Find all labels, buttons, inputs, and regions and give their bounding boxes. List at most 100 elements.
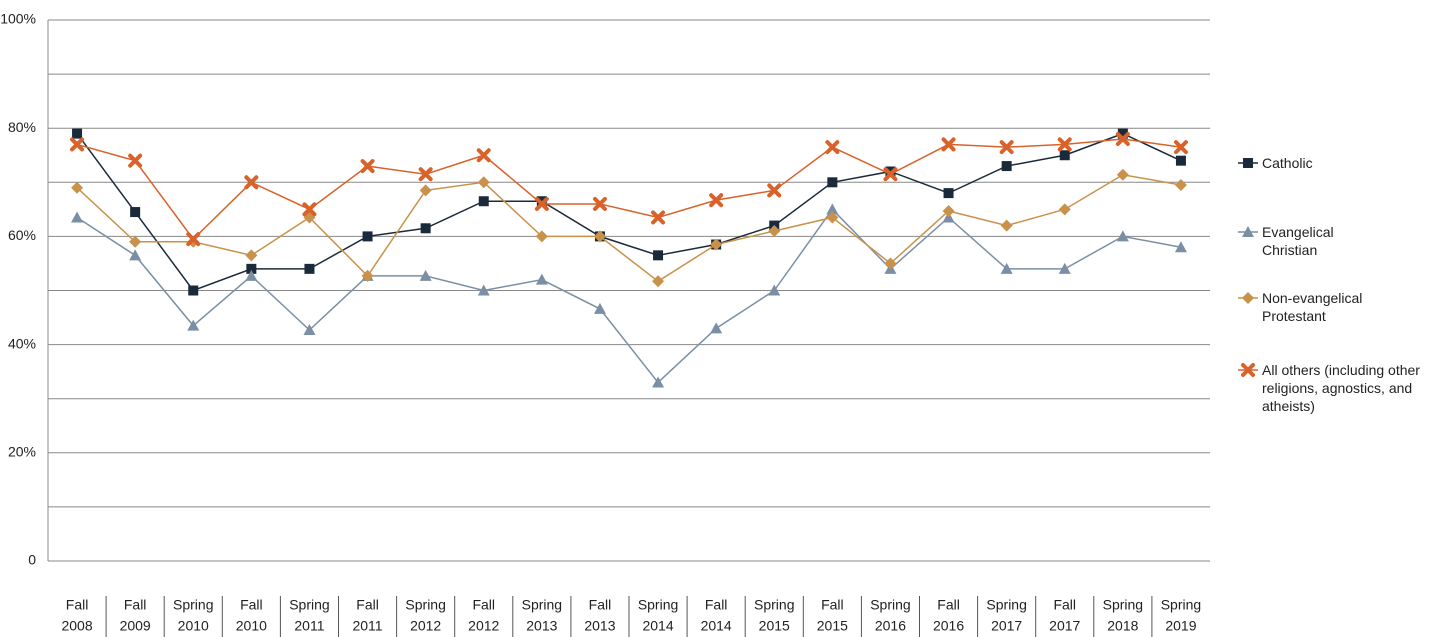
series-line (76, 208, 1182, 384)
x-tick-label: Fall (937, 597, 960, 613)
marker (1243, 158, 1253, 168)
x-tick-label: Spring (638, 597, 678, 613)
marker (128, 153, 143, 168)
legend-marker (1238, 292, 1258, 304)
x-tick-label: Fall (1053, 597, 1076, 613)
marker (1058, 262, 1071, 274)
marker (1001, 161, 1012, 172)
marker (70, 137, 85, 152)
x-tick-label: 2017 (991, 618, 1022, 634)
marker (419, 269, 432, 281)
marker (1000, 262, 1013, 274)
marker (186, 232, 201, 247)
y-tick-label: 20% (8, 444, 36, 460)
marker (535, 273, 548, 285)
x-tick-label: Fall (705, 597, 728, 613)
y-tick-label: 80% (8, 119, 36, 135)
x-tick-label: 2014 (701, 618, 732, 634)
x-tick-label: Fall (240, 597, 263, 613)
x-tick-label: 2011 (294, 618, 324, 634)
series-line (76, 132, 1182, 292)
legend-label: Catholic (1262, 155, 1313, 171)
marker (478, 196, 489, 207)
x-tick-label: 2014 (642, 618, 673, 634)
marker (476, 148, 491, 163)
x-tick-label: Spring (405, 597, 445, 613)
x-tick-label: 2009 (120, 618, 151, 634)
marker (941, 137, 956, 152)
x-tick-label: 2016 (875, 618, 906, 634)
x-tick-label: 2012 (410, 618, 441, 634)
legend-label: All others (including other religions, a… (1262, 362, 1420, 414)
marker (1115, 132, 1130, 147)
x-tick-label: 2008 (61, 618, 92, 634)
x-tick-label: 2010 (178, 618, 209, 634)
marker (942, 204, 955, 217)
marker (1175, 155, 1186, 166)
marker (71, 181, 84, 194)
marker (418, 167, 433, 182)
x-tick-label: Spring (1161, 597, 1201, 613)
y-tick-label: 60% (8, 227, 36, 243)
marker (534, 196, 549, 211)
marker (999, 140, 1014, 155)
series-line (76, 173, 1182, 283)
marker (535, 230, 548, 243)
marker (1242, 292, 1254, 304)
marker (826, 203, 839, 215)
marker (651, 210, 666, 225)
marker (1174, 179, 1187, 192)
marker (1173, 140, 1188, 155)
legend-label: Evangelical Christian (1262, 224, 1334, 258)
marker (419, 184, 432, 197)
marker (304, 263, 315, 274)
marker (652, 376, 665, 388)
x-tick-label: 2011 (352, 618, 382, 634)
marker (1000, 219, 1013, 232)
x-tick-label: 2016 (933, 618, 964, 634)
x-tick-label: 2015 (817, 618, 848, 634)
marker (593, 230, 606, 243)
marker (1116, 168, 1129, 181)
marker (710, 238, 723, 251)
y-tick-label: 40% (8, 335, 36, 351)
marker (943, 188, 954, 199)
x-tick-label: Spring (986, 597, 1026, 613)
marker (72, 128, 83, 139)
marker (362, 231, 373, 242)
marker (593, 302, 606, 314)
marker (827, 177, 838, 188)
x-tick-label: Spring (870, 597, 910, 613)
marker (360, 159, 375, 174)
x-tick-label: Fall (821, 597, 844, 613)
legend-marker (1238, 158, 1258, 168)
marker (1058, 203, 1071, 216)
marker (302, 202, 317, 217)
marker (129, 249, 142, 261)
marker (420, 223, 431, 234)
marker (768, 224, 781, 237)
legend-label: Non-evangelical Protestant (1262, 290, 1363, 324)
marker (187, 319, 200, 331)
x-tick-label: Spring (173, 597, 213, 613)
marker (188, 285, 199, 296)
x-tick-label: Spring (522, 597, 562, 613)
y-tick-label: 100% (0, 11, 36, 27)
x-tick-label: Spring (754, 597, 794, 613)
x-tick-label: 2019 (1165, 618, 1196, 634)
x-tick-label: Spring (289, 597, 329, 613)
marker (652, 275, 665, 288)
x-tick-label: 2010 (236, 618, 267, 634)
x-tick-label: Fall (66, 597, 89, 613)
marker (767, 183, 782, 198)
y-tick-label: 0 (28, 552, 36, 568)
legend-marker (1238, 363, 1258, 377)
marker (1174, 241, 1187, 253)
x-tick-label: Fall (472, 597, 495, 613)
marker (592, 196, 607, 211)
marker (825, 140, 840, 155)
x-tick-label: Fall (124, 597, 147, 613)
marker (71, 211, 84, 223)
